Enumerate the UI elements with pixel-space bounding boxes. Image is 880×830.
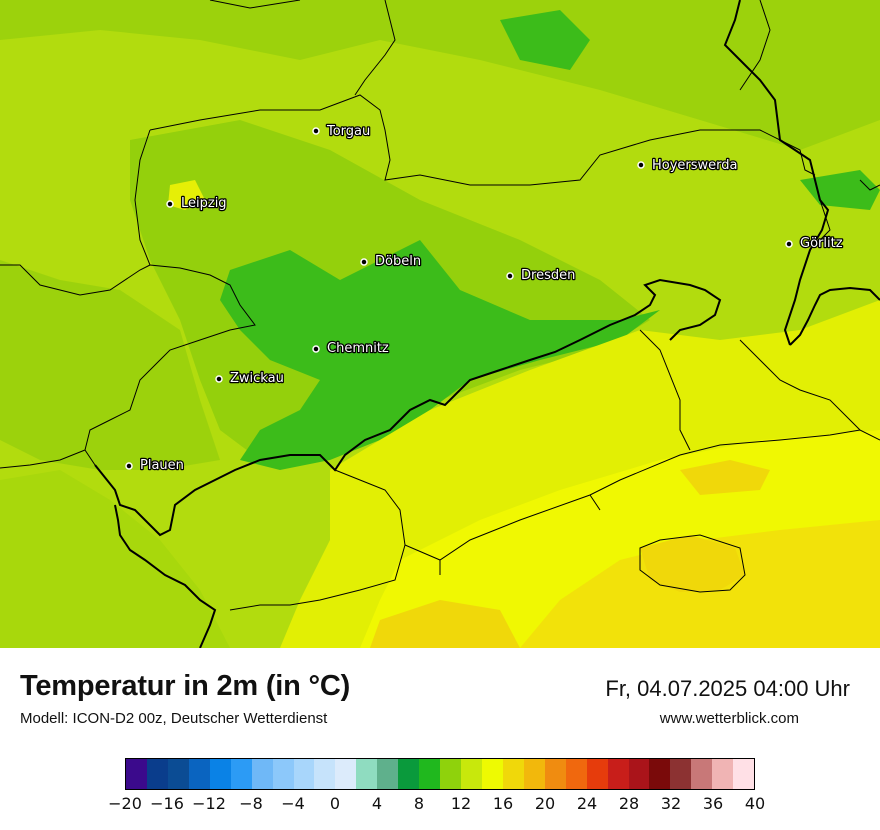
legend-tick-label: 8 [413, 794, 425, 813]
legend-swatch [146, 759, 168, 789]
temperature-map: Torgau Hoyerswerda Leipzig Görlitz Döbel… [0, 0, 880, 648]
legend-swatch [230, 759, 252, 789]
legend-tick-label: 40 [744, 794, 766, 813]
legend-tick-label: 24 [576, 794, 598, 813]
legend-swatch [398, 759, 420, 789]
legend-swatch [293, 759, 315, 789]
legend-tick-label: −16 [150, 794, 184, 813]
city-label-plauen: Plauen [140, 458, 184, 473]
city-goerlitz: Görlitz [785, 235, 844, 252]
city-leipzig: Leipzig [166, 195, 228, 212]
legend-swatch [733, 759, 755, 789]
map-canvas: Torgau Hoyerswerda Leipzig Görlitz Döbel… [0, 0, 880, 648]
color-legend-ticks: −20 −16 −12 −8 −4 0 4 8 12 16 20 24 28 32 36 40 [108, 790, 765, 820]
state-borders [0, 0, 880, 611]
city-hoyerswerda: Hoyerswerda [637, 157, 739, 174]
city-marker [215, 375, 223, 383]
legend-tick-label: 28 [618, 794, 640, 813]
city-zwickau: Zwickau [215, 370, 285, 387]
cool-patch-north [500, 10, 590, 70]
legend-tick-label: −4 [281, 794, 305, 813]
legend-tick-label: 0 [329, 794, 341, 813]
city-label-hoyerswerda: Hoyerswerda [652, 158, 738, 173]
legend-swatch [209, 759, 231, 789]
city-label-doebeln: Döbeln [375, 254, 421, 269]
city-marker [125, 462, 133, 470]
city-marker [166, 200, 174, 208]
city-doebeln: Döbeln [360, 253, 422, 270]
temperature-field-southwest [0, 470, 230, 648]
city-marker [312, 127, 320, 135]
city-label-torgau: Torgau [326, 124, 370, 139]
legend-swatch [251, 759, 273, 789]
legend-swatch [523, 759, 545, 789]
city-label-chemnitz: Chemnitz [327, 341, 389, 356]
legend-swatch [461, 759, 482, 789]
legend-tick-label: −12 [192, 794, 226, 813]
warm-patch-east [680, 460, 770, 495]
legend-swatch [481, 759, 503, 789]
city-marker [312, 345, 320, 353]
legend-swatch [565, 759, 587, 789]
legend-tick-label: 32 [660, 794, 682, 813]
legend-tick-label: −8 [239, 794, 263, 813]
city-dresden: Dresden [506, 267, 577, 284]
warm-patch-valley [640, 535, 745, 592]
website-link: www.wetterblick.com [659, 710, 799, 727]
legend-swatch [691, 759, 713, 789]
legend-swatch [419, 759, 441, 789]
temperature-field-north [0, 0, 880, 150]
legend-swatch [167, 759, 189, 789]
legend-swatch [272, 759, 294, 789]
temperature-field-west [0, 260, 220, 470]
legend-swatch [335, 759, 357, 789]
national-borders [94, 0, 880, 648]
legend-tick-label: 36 [702, 794, 724, 813]
model-info: Modell: ICON-D2 00z, Deutscher Wetterdie… [20, 710, 328, 727]
legend-swatch [356, 759, 378, 789]
legend-swatch [440, 759, 461, 789]
city-chemnitz: Chemnitz [312, 340, 390, 357]
legend-swatch [126, 759, 147, 789]
warm-patch-leipzig [168, 180, 205, 210]
legend-swatch [628, 759, 650, 789]
forecast-datetime: Fr, 04.07.2025 04:00 Uhr [605, 676, 850, 701]
legend-swatch [607, 759, 629, 789]
info-panel: Temperatur in 2m (in °C) Modell: ICON-D2… [0, 648, 880, 830]
legend-tick-label: 16 [492, 794, 514, 813]
city-marker [637, 161, 645, 169]
legend-swatch [314, 759, 336, 789]
city-torgau: Torgau [312, 123, 372, 140]
legend-tick-label: 20 [534, 794, 556, 813]
legend-swatch [377, 759, 399, 789]
map-title: Temperatur in 2m (in °C) [20, 670, 351, 702]
legend-tick-label: 12 [450, 794, 472, 813]
legend-swatch [502, 759, 524, 789]
city-label-zwickau: Zwickau [230, 371, 284, 386]
city-marker [360, 258, 368, 266]
city-marker [785, 240, 793, 248]
legend-tick-label: −20 [108, 794, 142, 813]
legend-tick-label: 4 [371, 794, 383, 813]
city-label-leipzig: Leipzig [181, 196, 227, 211]
legend-swatch [649, 759, 671, 789]
legend-swatch [544, 759, 566, 789]
warm-patch-south [370, 600, 520, 648]
city-marker [506, 272, 514, 280]
color-legend-bar [125, 758, 755, 790]
legend-swatch [586, 759, 608, 789]
legend-swatch [670, 759, 692, 789]
city-plauen: Plauen [125, 457, 185, 474]
cool-band-ore-mountains [220, 240, 660, 470]
city-label-dresden: Dresden [521, 268, 575, 283]
legend-swatch [712, 759, 734, 789]
legend-swatch [188, 759, 210, 789]
city-label-goerlitz: Görlitz [800, 236, 843, 251]
